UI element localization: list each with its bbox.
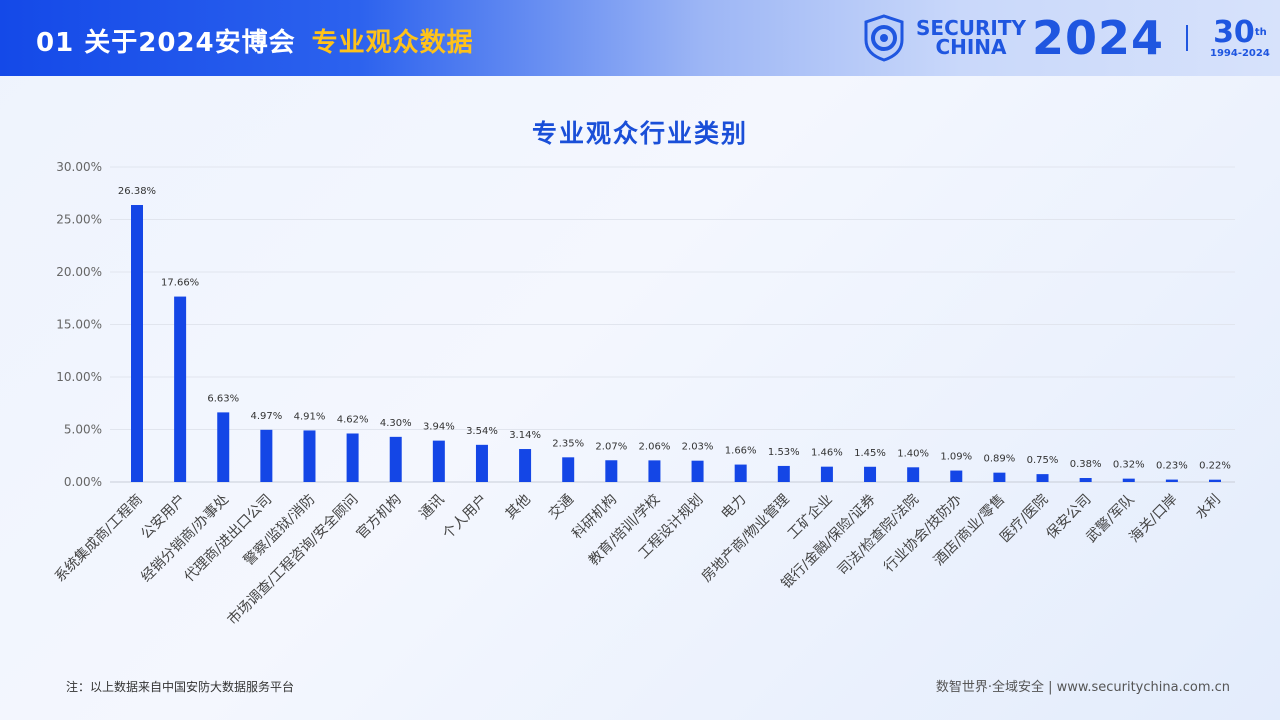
bar bbox=[691, 460, 704, 482]
bar bbox=[648, 460, 661, 482]
footer-text: 数智世界·全域安全 | www.securitychina.com.cn bbox=[935, 680, 1230, 695]
bar bbox=[475, 444, 488, 482]
bar bbox=[432, 440, 445, 482]
bar bbox=[519, 449, 532, 482]
data-label: 2.35% bbox=[552, 438, 584, 449]
data-label: 4.91% bbox=[294, 411, 326, 422]
bar bbox=[303, 430, 316, 482]
data-label: 6.63% bbox=[207, 393, 239, 404]
data-label: 1.53% bbox=[768, 447, 800, 458]
data-label: 0.23% bbox=[1156, 461, 1188, 472]
data-label: 1.09% bbox=[940, 452, 972, 463]
data-label: 0.22% bbox=[1199, 461, 1231, 472]
section-title: 01 关于2024安博会 专业观众数据 bbox=[36, 22, 474, 59]
bar bbox=[346, 433, 359, 482]
data-label: 2.07% bbox=[595, 441, 627, 452]
data-label: 4.30% bbox=[380, 418, 412, 429]
y-tick-label: 20.00% bbox=[56, 265, 102, 279]
x-tick-label: 海关/口岸 bbox=[1126, 492, 1180, 546]
data-label: 4.97% bbox=[250, 411, 282, 422]
data-label: 2.06% bbox=[639, 441, 671, 452]
security-china-logo: SECURITY CHINA 2024 30th 1994-2024 bbox=[862, 11, 1270, 65]
data-label: 3.14% bbox=[509, 430, 541, 441]
bar bbox=[1036, 474, 1049, 482]
bar bbox=[734, 464, 747, 482]
y-tick-label: 0.00% bbox=[64, 475, 102, 489]
x-tick-label: 官方机构 bbox=[354, 492, 405, 543]
data-label: 4.62% bbox=[337, 414, 369, 425]
x-tick-label: 行业协会/技防办 bbox=[881, 492, 965, 576]
data-label: 2.03% bbox=[682, 442, 714, 453]
bar bbox=[1122, 478, 1135, 482]
logo-line2: CHINA bbox=[935, 35, 1007, 59]
y-tick-label: 30.00% bbox=[56, 160, 102, 174]
section-highlight: 专业观众数据 bbox=[311, 28, 474, 58]
anniversary-suffix: th bbox=[1254, 26, 1267, 38]
data-label: 0.75% bbox=[1027, 455, 1059, 466]
data-label: 3.54% bbox=[466, 426, 498, 437]
bar bbox=[993, 472, 1006, 482]
x-tick-label: 通讯 bbox=[417, 492, 448, 523]
data-label: 0.38% bbox=[1070, 459, 1102, 470]
bar bbox=[1209, 479, 1221, 482]
bar bbox=[820, 466, 833, 482]
data-label: 3.94% bbox=[423, 422, 455, 433]
bar bbox=[777, 465, 790, 482]
y-tick-label: 5.00% bbox=[64, 423, 102, 437]
logo-year: 2024 bbox=[1031, 11, 1164, 65]
section-label: 01 关于2024安博会 bbox=[36, 28, 296, 58]
x-tick-label: 水利 bbox=[1193, 492, 1224, 523]
x-tick-label: 系统集成商/工程商 bbox=[51, 491, 146, 586]
anniversary-years: 1994-2024 bbox=[1209, 47, 1270, 59]
bar bbox=[950, 470, 963, 482]
bar bbox=[260, 429, 273, 482]
data-label: 1.66% bbox=[725, 446, 757, 457]
anniversary-number: 30 bbox=[1213, 14, 1255, 50]
shield-icon bbox=[864, 14, 904, 62]
bar bbox=[907, 467, 920, 482]
x-tick-label: 交通 bbox=[545, 491, 577, 523]
bar bbox=[1079, 478, 1092, 482]
y-tick-label: 15.00% bbox=[56, 318, 102, 332]
x-tick-label: 医疗/医院 bbox=[997, 492, 1051, 546]
data-label: 1.46% bbox=[811, 448, 843, 459]
bar bbox=[389, 436, 402, 482]
x-tick-label: 个人用户 bbox=[439, 491, 491, 543]
x-tick-label: 电力 bbox=[718, 492, 749, 523]
x-tick-label: 其他 bbox=[503, 492, 534, 523]
header-bar: 01 关于2024安博会 专业观众数据 SECURITY CHINA 2024 30… bbox=[0, 0, 1280, 76]
y-tick-label: 10.00% bbox=[56, 370, 102, 384]
logo-divider bbox=[1185, 25, 1188, 51]
data-source-note: 注：以上数据来自中国安防大数据服务平台 bbox=[66, 680, 295, 694]
data-label: 1.40% bbox=[897, 448, 929, 459]
bar bbox=[562, 457, 575, 482]
bar bbox=[605, 460, 618, 482]
anniversary-badge: 30th 1994-2024 bbox=[1209, 14, 1270, 59]
bar bbox=[131, 205, 143, 482]
bar bbox=[864, 466, 877, 482]
data-label: 26.38% bbox=[118, 186, 156, 197]
data-label: 0.89% bbox=[984, 454, 1016, 465]
chart-title: 专业观众行业类别 bbox=[531, 119, 748, 148]
y-tick-label: 25.00% bbox=[56, 213, 102, 227]
data-label: 1.45% bbox=[854, 448, 886, 459]
logo-line1: SECURITY bbox=[916, 16, 1026, 40]
data-label: 0.32% bbox=[1113, 460, 1145, 471]
bar bbox=[217, 412, 230, 482]
data-label: 17.66% bbox=[161, 278, 199, 289]
bar bbox=[1165, 479, 1178, 482]
bar bbox=[174, 296, 187, 482]
